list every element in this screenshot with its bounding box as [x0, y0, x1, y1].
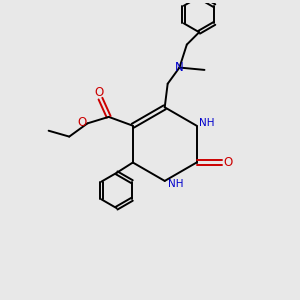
Text: O: O	[94, 85, 103, 99]
Text: O: O	[224, 156, 233, 169]
Text: O: O	[77, 116, 86, 129]
Text: NH: NH	[168, 179, 184, 190]
Text: NH: NH	[199, 118, 215, 128]
Text: N: N	[175, 61, 184, 74]
